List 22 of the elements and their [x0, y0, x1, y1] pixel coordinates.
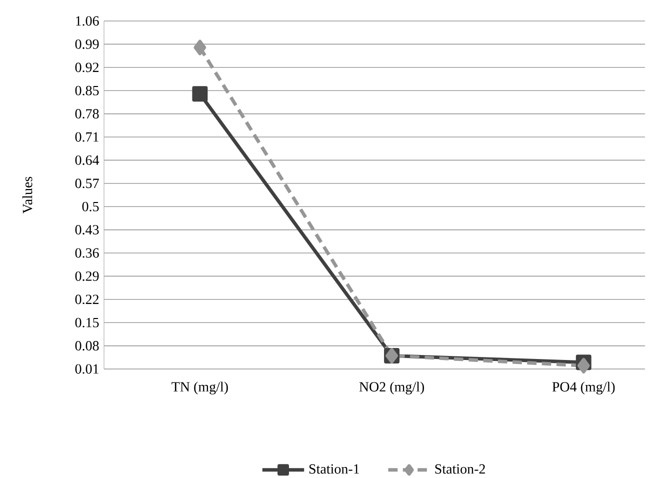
y-tick-label: 0.5 — [82, 202, 99, 212]
y-axis-title: Values — [22, 176, 32, 214]
y-tick-label: 0.78 — [75, 109, 99, 119]
y-tick-label: 0.01 — [75, 364, 98, 374]
legend-label: Station-1 — [309, 464, 359, 474]
y-tick-label: 0.99 — [75, 39, 99, 49]
legend-label: Station-2 — [435, 464, 485, 474]
y-tick-label: 0.22 — [75, 294, 99, 304]
y-tick-label: 0.64 — [75, 155, 100, 165]
y-tick-label: 0.43 — [75, 225, 99, 235]
x-tick-label: PO4 (mg/l) — [552, 382, 615, 394]
y-tick-label: 0.85 — [75, 86, 99, 96]
y-tick-label: 0.08 — [75, 341, 99, 351]
x-tick-label: NO2 (mg/l) — [359, 382, 424, 394]
y-tick-label: 0.36 — [75, 248, 99, 258]
y-tick-label: 1.06 — [76, 16, 99, 26]
y-tick-label: 0.57 — [75, 178, 99, 188]
y-tick-label: 0.15 — [75, 318, 99, 328]
x-tick-label: TN (mg/l) — [172, 382, 228, 394]
y-tick-label: 0.29 — [75, 271, 99, 281]
y-tick-label: 0.71 — [75, 132, 98, 142]
y-tick-label: 0.92 — [75, 62, 99, 72]
